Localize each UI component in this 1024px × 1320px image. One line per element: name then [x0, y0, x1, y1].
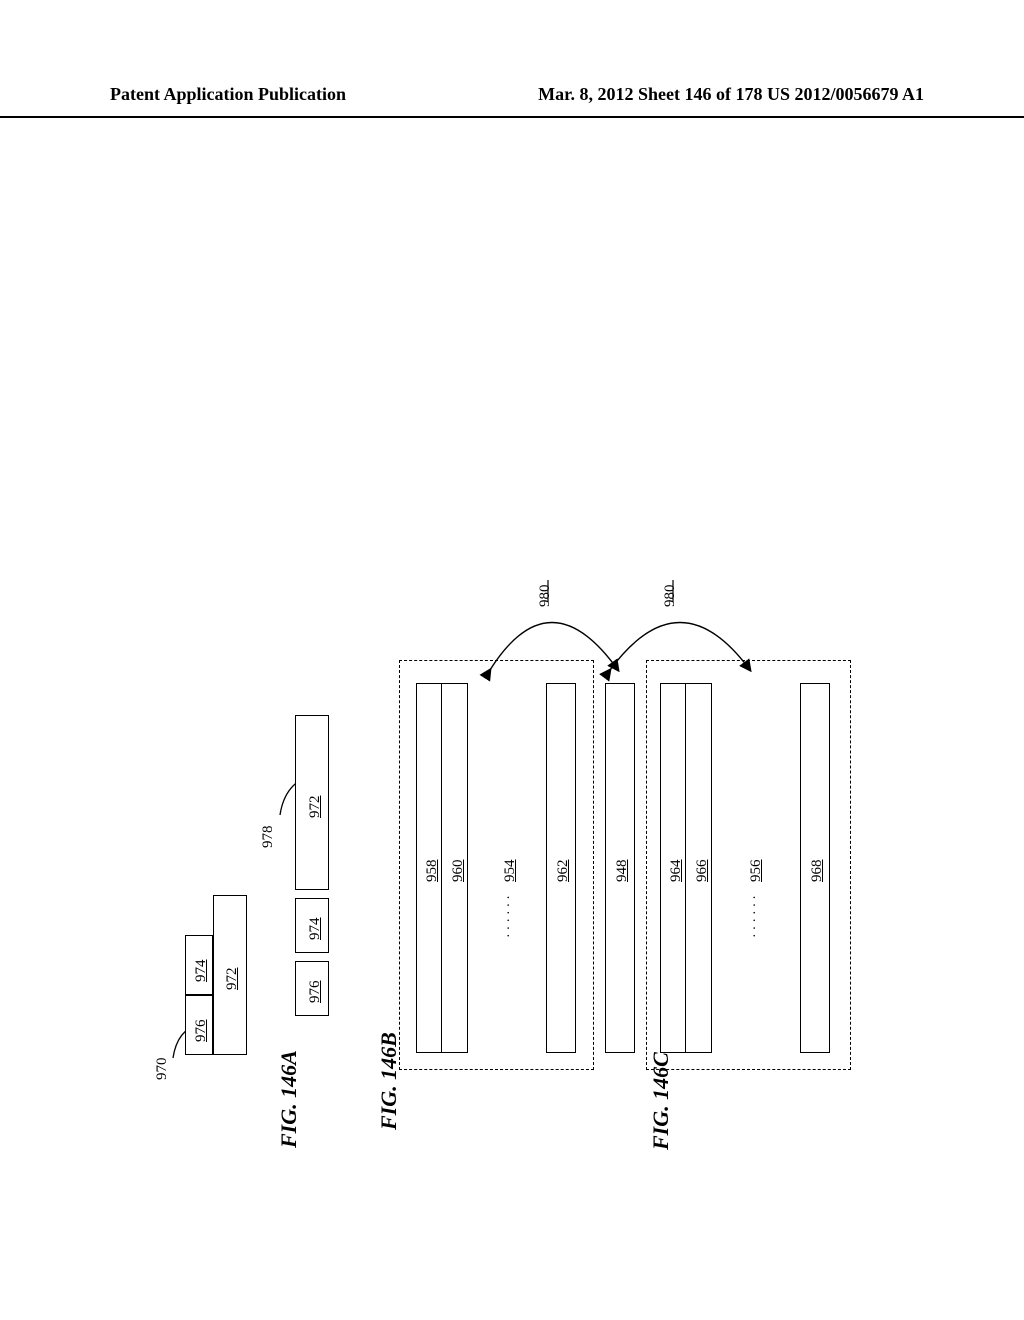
ref-a-976: 976: [193, 1020, 210, 1043]
ref-980-a: 980: [537, 585, 554, 608]
fig-label-c: FIG. 146C: [648, 1052, 674, 1150]
header-right-text: Mar. 8, 2012 Sheet 146 of 178 US 2012/00…: [538, 84, 924, 105]
patent-page: Patent Application Publication Mar. 8, 2…: [0, 0, 1024, 1320]
page-header: Patent Application Publication Mar. 8, 2…: [0, 78, 1024, 118]
ref-c-964: 964: [668, 860, 685, 883]
dots-956: ······: [748, 892, 764, 938]
ref-b-974: 974: [307, 918, 324, 941]
ref-c-968: 968: [809, 860, 826, 883]
ref-980-b: 980: [662, 585, 679, 608]
ref-c-966: 966: [694, 860, 711, 883]
ref-c-962: 962: [555, 860, 572, 883]
ref-c-958: 958: [424, 860, 441, 883]
ref-c-960: 960: [450, 860, 467, 883]
fig-label-a: FIG. 146A: [276, 1050, 302, 1148]
ref-c-948: 948: [614, 860, 631, 883]
header-left-text: Patent Application Publication: [110, 84, 346, 105]
ref-c-954: 954: [502, 860, 519, 883]
dots-954: ······: [502, 892, 518, 938]
ref-978: 978: [260, 826, 277, 849]
figure-canvas: 970 974 976 972 FIG. 146A 978 972 974 97…: [100, 130, 920, 1230]
ref-c-956: 956: [748, 860, 765, 883]
ref-970: 970: [154, 1058, 171, 1081]
ref-b-972: 972: [307, 796, 324, 819]
ref-b-976: 976: [307, 981, 324, 1004]
ref-a-974: 974: [193, 960, 210, 983]
ref-a-972: 972: [224, 968, 241, 991]
